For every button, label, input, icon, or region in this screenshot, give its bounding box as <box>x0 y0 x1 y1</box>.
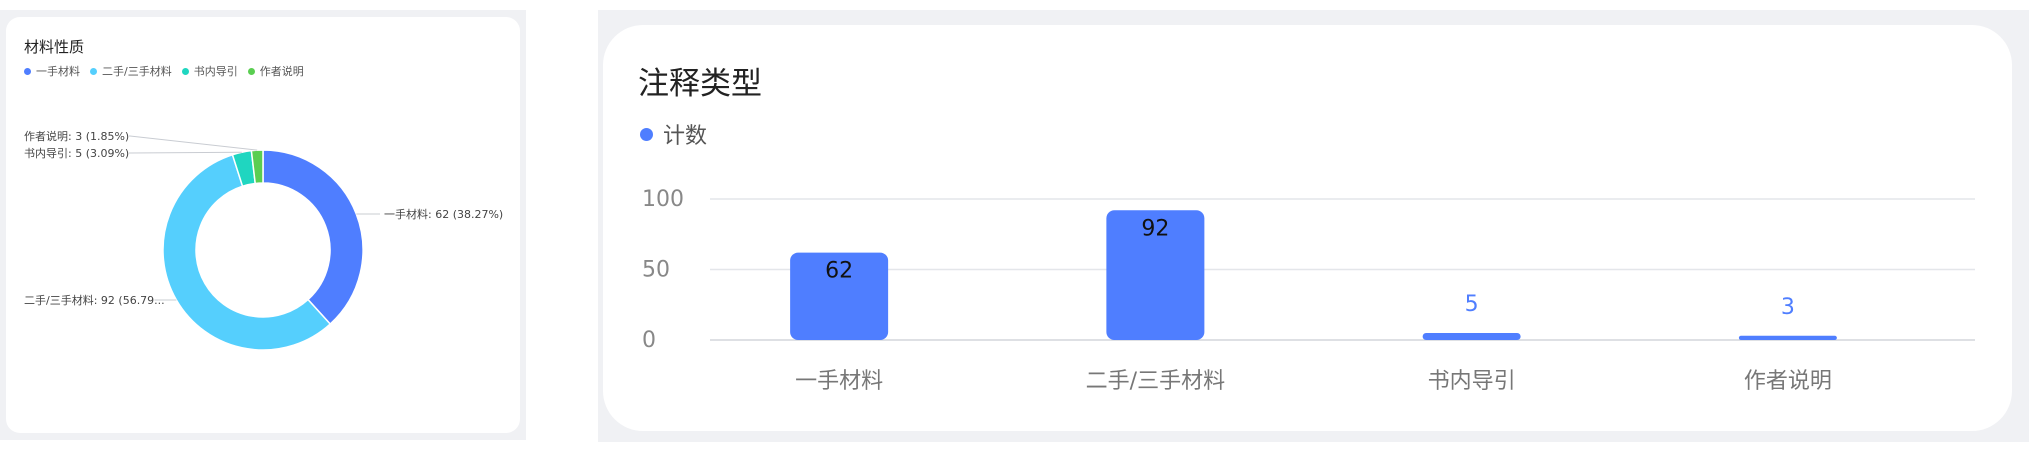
x-category-label: 书内导引 <box>1428 369 1516 394</box>
bar[interactable] <box>1422 332 1521 340</box>
bar[interactable] <box>1738 335 1837 340</box>
callout-line <box>129 135 258 151</box>
y-tick-label: 100 <box>642 187 684 212</box>
donut-legend-item[interactable]: 二手/三手材料 <box>90 63 172 79</box>
bar-legend[interactable]: 计数 <box>640 118 707 150</box>
bar-chart-title: 注释类型 <box>638 66 762 102</box>
y-tick-label: 50 <box>642 258 670 283</box>
legend-dot-icon <box>90 67 97 75</box>
legend-label: 作者说明 <box>259 65 304 78</box>
legend-label: 二手/三手材料 <box>102 65 172 78</box>
bar-chart-card <box>603 25 2012 431</box>
callout-line <box>129 151 242 154</box>
x-category-label: 作者说明 <box>1744 369 1832 394</box>
bar-value-label: 62 <box>825 259 853 284</box>
bar-value-label: 92 <box>1141 216 1169 241</box>
donut-legend-item[interactable]: 作者说明 <box>247 63 304 79</box>
slice-callout-label: 一手材料: 62 (38.27%) <box>384 207 503 221</box>
slice-callout-label: 作者说明: 3 (1.85%) <box>24 129 129 143</box>
bar[interactable] <box>1106 210 1205 340</box>
slice-callout-label: 二手/三手材料: 92 (56.79... <box>24 293 165 307</box>
y-tick-label: 0 <box>642 328 656 353</box>
donut-legend-item[interactable]: 一手材料 <box>24 63 80 79</box>
slice-callout-label: 书内导引: 5 (3.09%) <box>24 146 129 160</box>
bar-value-label: 5 <box>1465 292 1479 317</box>
legend-label: 一手材料 <box>36 65 80 78</box>
donut-legend-item[interactable]: 书内导引 <box>181 63 238 79</box>
legend-dot-icon <box>247 67 255 75</box>
bar[interactable] <box>790 252 889 340</box>
legend-dot-icon <box>181 67 189 75</box>
donut-legend: 一手材料 二手/三手材料 书内导引 作者说明 <box>24 63 304 79</box>
legend-label: 书内导引 <box>193 65 238 78</box>
legend-label: 计数 <box>663 124 708 149</box>
bar-value-label: 3 <box>1781 295 1795 320</box>
donut-chart-title: 材料性质 <box>24 38 85 56</box>
legend-dot-icon <box>24 67 31 75</box>
donut-slice[interactable] <box>262 149 364 326</box>
x-category-label: 一手材料 <box>795 369 883 394</box>
x-category-label: 二手/三手材料 <box>1086 369 1225 394</box>
legend-dot-icon <box>640 127 653 141</box>
donut-chart-card <box>6 17 520 433</box>
donut-slice[interactable] <box>162 153 332 351</box>
